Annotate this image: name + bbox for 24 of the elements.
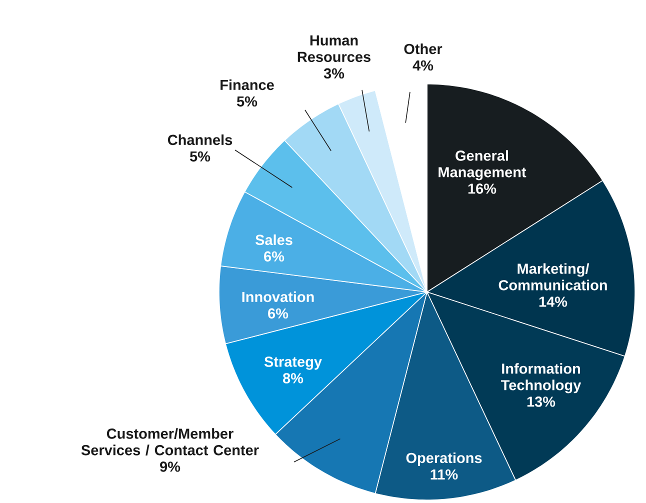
slice-label: Operations (406, 452, 482, 466)
data-label: 4% (412, 60, 434, 71)
slice-label: Marketing/ Communication (498, 263, 607, 290)
data-label: 5% (236, 96, 258, 107)
slice-label: Strategy (264, 356, 322, 370)
data-label: 5% (190, 151, 210, 162)
data-label: 6% (264, 251, 284, 262)
data-label: 16% (468, 184, 496, 194)
data-label: 14% (539, 296, 568, 307)
data-label: 9% (160, 462, 180, 472)
slice-label: Information Technology (501, 363, 582, 394)
slice-label: Finance (220, 79, 274, 90)
data-label: 11% (430, 469, 458, 480)
slice-label: Human Resources (298, 35, 370, 62)
slice-label: Customer/Member Services / Contact Center (81, 428, 259, 456)
data-label: 3% (324, 68, 344, 79)
data-label: 8% (282, 373, 304, 384)
slice-label: Sales (255, 234, 292, 246)
data-label: 6% (268, 308, 288, 319)
slice-label: Channels (168, 134, 232, 146)
slice-label: Other (404, 43, 442, 54)
slice-label: General Management (438, 150, 526, 180)
slice-label: Innovation (242, 291, 314, 302)
data-label: 13% (527, 396, 556, 407)
